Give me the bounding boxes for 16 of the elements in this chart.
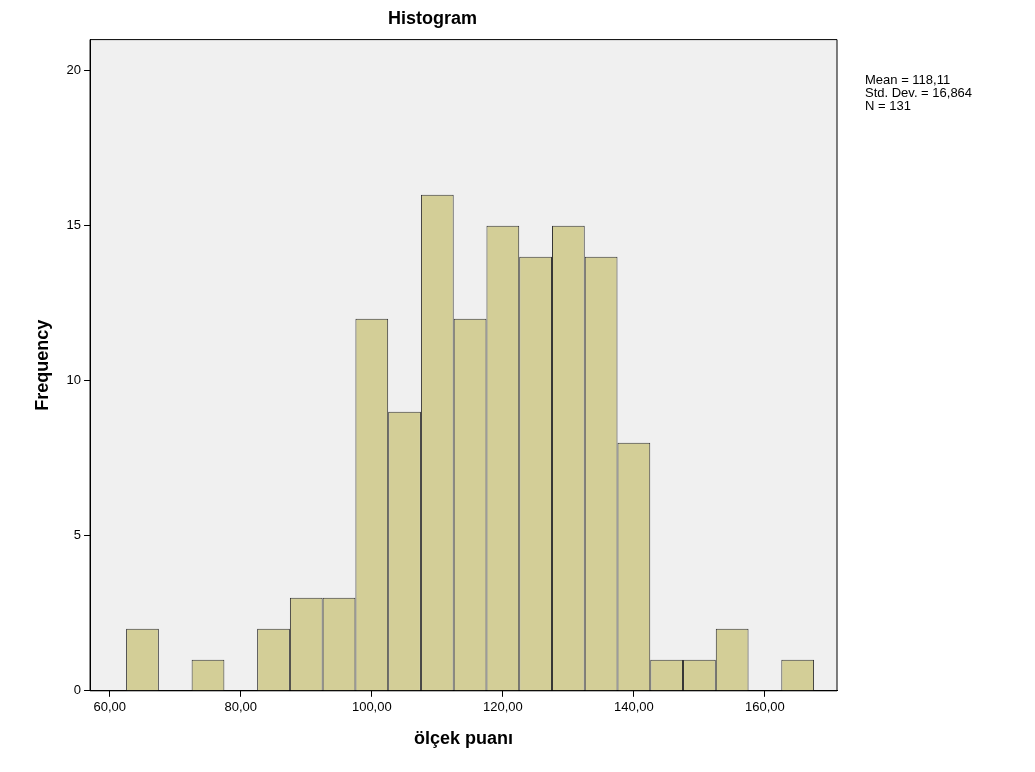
x-tick-label: 80,00 bbox=[224, 699, 258, 715]
y-tick-label: 20 bbox=[66, 62, 82, 78]
x-tick-label: 140,00 bbox=[614, 699, 654, 715]
y-tick-label: 15 bbox=[66, 217, 82, 233]
text: Mean = 118,11 bbox=[865, 71, 951, 87]
y-tick-label: 5 bbox=[73, 527, 82, 543]
y-axis-title: Frequency bbox=[31, 319, 52, 411]
x-axis-title: ölçek puanı bbox=[414, 728, 514, 749]
x-tick-label: 60,00 bbox=[93, 699, 126, 715]
y-tick-label: 0 bbox=[73, 682, 82, 698]
x-tick-label: 160,00 bbox=[745, 699, 785, 715]
chart-title: Histogram bbox=[387, 7, 478, 28]
x-tick-label: 120,00 bbox=[482, 699, 523, 715]
text: N = 131 bbox=[865, 97, 911, 113]
y-tick-label: 10 bbox=[66, 372, 82, 388]
x-tick-label: 100,00 bbox=[351, 699, 392, 715]
